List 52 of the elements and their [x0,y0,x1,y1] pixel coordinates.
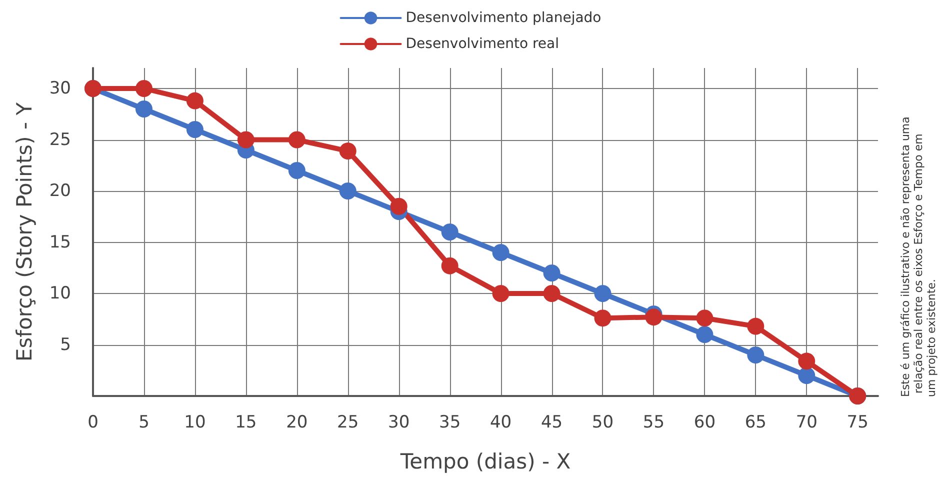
point [543,285,560,302]
x-tick-label: 20 [286,412,308,432]
x-tick-label: 5 [138,412,150,432]
point [696,310,714,327]
point [747,346,764,364]
point [186,121,204,138]
point [798,367,816,384]
x-tick-label: 25 [337,412,359,432]
x-tick-label: 40 [490,412,512,432]
point [798,352,816,370]
point [237,131,254,148]
legend-label: Desenvolvimento real [406,36,560,52]
point [594,310,612,327]
point [135,80,152,97]
x-tick-label: 0 [88,412,98,432]
text: Este é um gráfico ilustrativo e não representa uma relação real entre os eixos Esforço e Tempo em um projeto existente. [899,116,938,397]
point [492,285,510,302]
point [747,318,764,335]
point [645,308,662,326]
x-axis-title: Tempo (dias) - X [399,450,571,474]
point [135,100,152,118]
point [492,244,510,261]
x-tick-label: 50 [592,412,614,432]
x-tick-label: 70 [796,412,818,432]
point [543,264,560,282]
point [594,285,612,302]
y-tick-label: 5 [60,334,71,355]
y-tick-label: 20 [49,181,71,201]
legend-label: Desenvolvimento planejado [406,10,602,26]
x-tick-label: 10 [184,412,206,432]
y-tick-label: 25 [49,130,71,150]
point [288,162,306,179]
x-tick-label: 55 [642,412,665,432]
point [390,198,408,215]
x-tick-label: 15 [235,412,257,432]
y-tick-label: 30 [49,78,71,98]
x-tick-label: 30 [388,412,410,432]
x-tick-label: 35 [439,412,461,432]
point [441,224,458,240]
x-tick-label: 65 [744,412,766,432]
y-tick-label: 10 [49,284,71,304]
point [696,326,714,343]
y-tick-label: 15 [49,232,71,252]
x-tick-label: 45 [540,412,563,432]
x-tick-label: 60 [694,412,716,432]
point [288,131,306,148]
point [339,142,356,160]
y-axis-title: Esforço (Story Points) - Y [12,102,36,362]
point [441,257,458,274]
x-tick-label: 75 [846,412,868,432]
point [186,92,204,110]
point [339,182,356,200]
